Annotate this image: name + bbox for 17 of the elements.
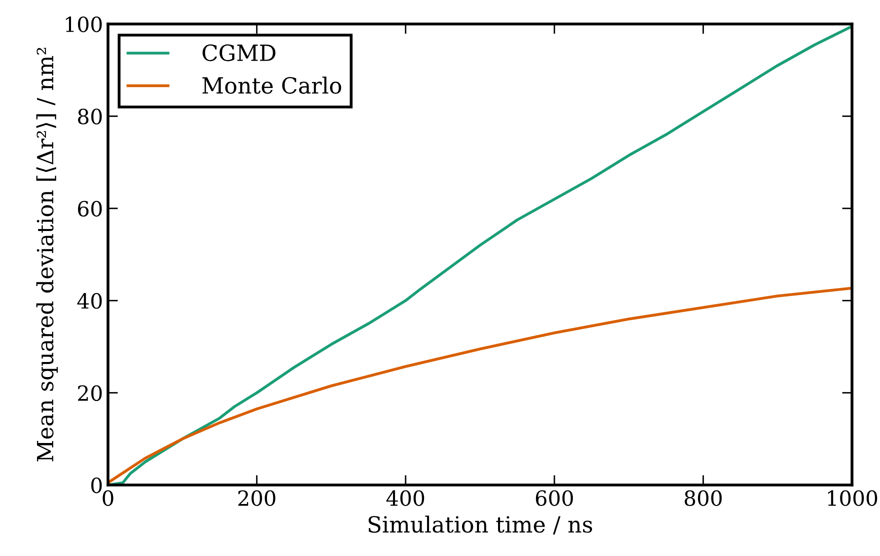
x-tick-label: 800 [684,490,722,506]
line-series [108,24,852,485]
y-axis-title: Mean squared deviation [⟨Δr²⟩] / nm² [36,48,58,462]
x-tick-label: 200 [238,490,276,506]
x-tick-label: 600 [536,490,573,506]
x-tick-label: 1000 [828,490,878,506]
y-tick-label: 80 [78,108,102,124]
y-tick-label: 0 [91,477,102,494]
y-tick-label: 60 [78,200,102,217]
x-tick-label: 0 [102,490,114,506]
y-tick-label: 100 [66,16,102,32]
legend-label: CGMD [202,44,276,62]
legend-label: Monte Carlo [202,76,342,94]
x-tick-label: 400 [386,490,424,506]
y-tick-label: 20 [78,385,102,402]
y-tick-label: 40 [77,293,102,309]
x-axis-title: Simulation time / ns [368,516,592,535]
